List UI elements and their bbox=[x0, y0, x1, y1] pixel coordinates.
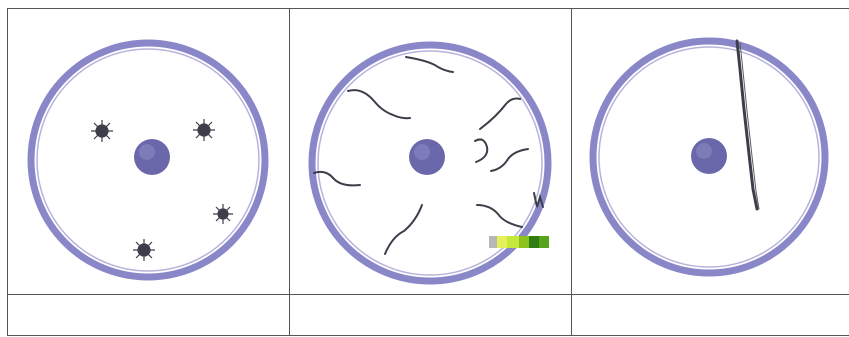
cell-c-long-strand-shadow bbox=[739, 42, 760, 210]
cell-c-nucleus-highlight bbox=[696, 143, 712, 159]
strand bbox=[405, 56, 454, 73]
empty-row bbox=[7, 294, 849, 336]
cell-b-outer-membrane bbox=[308, 41, 552, 285]
cell-a-outer-membrane bbox=[27, 39, 269, 281]
cell-a-nucleus-highlight bbox=[139, 144, 155, 160]
cell-c-diagram bbox=[589, 37, 829, 277]
strand bbox=[347, 89, 411, 120]
cell-a-inner-membrane bbox=[36, 48, 260, 272]
empty-cell-a bbox=[7, 294, 290, 336]
cell-b-nucleus-highlight bbox=[414, 144, 430, 160]
cell-b-strands bbox=[313, 56, 544, 255]
panel-cell-a bbox=[7, 8, 290, 295]
cell-a-diagram bbox=[27, 39, 269, 281]
scan-artifact bbox=[489, 236, 549, 248]
panel-cell-b bbox=[289, 8, 572, 295]
granule bbox=[91, 120, 113, 142]
strand bbox=[313, 170, 361, 187]
empty-cell-b bbox=[289, 294, 572, 336]
cell-c-long-strand bbox=[735, 39, 759, 211]
empty-cell-c bbox=[571, 294, 849, 336]
granule bbox=[213, 204, 233, 224]
cell-c-inner-membrane bbox=[598, 46, 820, 268]
strand bbox=[474, 138, 489, 163]
cell-c-outer-membrane bbox=[589, 37, 829, 277]
strand bbox=[533, 192, 544, 208]
cell-comparison-table bbox=[7, 8, 849, 336]
strand bbox=[479, 97, 521, 130]
strand bbox=[476, 204, 523, 228]
cell-b-diagram bbox=[308, 41, 552, 285]
granule bbox=[133, 239, 155, 261]
image-row bbox=[7, 8, 849, 295]
panel-cell-c bbox=[571, 8, 849, 295]
strand bbox=[490, 148, 529, 172]
strand bbox=[384, 204, 423, 255]
cell-a-granules bbox=[91, 119, 233, 261]
cell-b-inner-membrane bbox=[317, 50, 543, 276]
granule bbox=[193, 119, 215, 141]
